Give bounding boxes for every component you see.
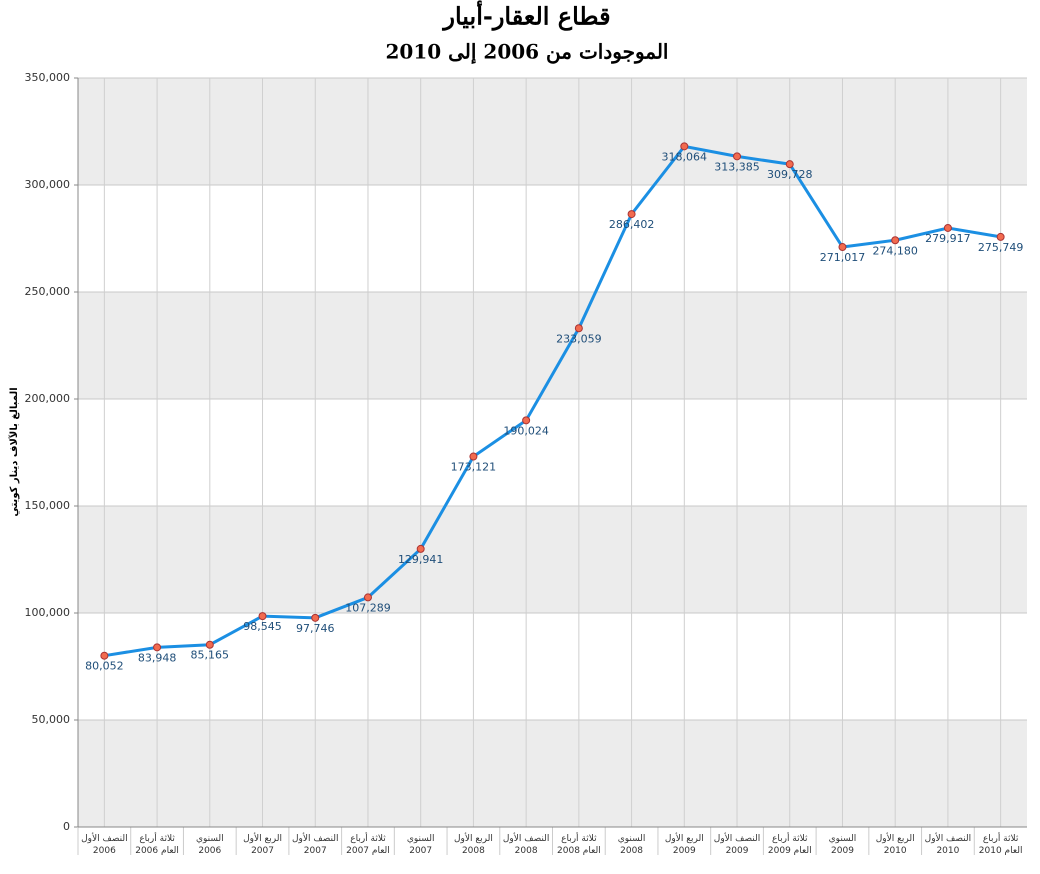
data-label: 279,917 <box>925 232 971 245</box>
data-point <box>100 651 109 660</box>
data-point <box>627 210 636 219</box>
y-tick-label: 0 <box>63 820 70 833</box>
chart-title: قطاع العقار-أبيار <box>441 0 610 32</box>
plot-band <box>78 720 1027 827</box>
y-axis-label: المبالغ بالآلاف دينار كويتي <box>8 387 20 516</box>
data-label: 85,165 <box>191 649 230 662</box>
x-tick-label: السنوي 2006 <box>195 834 224 856</box>
x-tick-label: النصف الأول 2010 <box>924 834 972 856</box>
plot-band <box>78 78 1027 185</box>
data-label: 275,749 <box>978 241 1024 254</box>
x-tick-label: ثلاثة أرباع العام 2010 <box>978 834 1023 856</box>
y-tick-label: 250,000 <box>25 285 71 298</box>
data-label: 98,545 <box>243 620 282 633</box>
data-label: 318,064 <box>662 150 708 163</box>
data-point <box>733 152 742 161</box>
x-tick-label: السنوي 2009 <box>828 834 857 856</box>
x-tick-label: الربع الأول 2008 <box>453 834 493 856</box>
x-tick-label: الربع الأول 2007 <box>243 834 282 856</box>
data-point <box>838 243 847 252</box>
data-point <box>469 452 478 461</box>
data-point <box>258 612 267 621</box>
plot-band <box>78 399 1027 506</box>
data-label: 83,948 <box>138 651 177 664</box>
data-point <box>522 416 531 425</box>
x-tick-label: النصف الأول 2009 <box>713 834 761 856</box>
data-point <box>416 544 425 553</box>
chart-subtitle: الموجودات من 2006 إلى 2010 <box>386 40 669 65</box>
data-label: 97,746 <box>296 622 335 635</box>
x-tick-label: الربع الأول 2010 <box>875 834 915 856</box>
y-tick-label: 100,000 <box>25 606 71 619</box>
x-tick-label: ثلاثة أرباع العام 2007 <box>346 834 390 856</box>
data-point <box>680 142 689 151</box>
data-point <box>153 643 162 652</box>
x-tick-label: السنوي 2008 <box>617 834 646 856</box>
plot-band <box>78 506 1027 613</box>
data-label: 271,017 <box>820 251 866 264</box>
x-tick-label: ثلاثة أرباع العام 2009 <box>767 834 812 856</box>
y-tick-label: 150,000 <box>25 499 71 512</box>
data-label: 233,059 <box>556 332 602 345</box>
data-label: 190,024 <box>503 424 549 437</box>
data-point <box>574 324 583 333</box>
data-label: 80,052 <box>85 660 124 673</box>
data-label: 129,941 <box>398 553 444 566</box>
plot-band <box>78 613 1027 720</box>
x-tick-label: ثلاثة أرباع العام 2006 <box>135 834 179 856</box>
plot-band <box>78 185 1027 292</box>
data-point <box>205 640 214 649</box>
data-label: 107,289 <box>345 601 391 614</box>
y-tick-label: 300,000 <box>25 178 71 191</box>
data-label: 313,385 <box>714 160 760 173</box>
x-tick-label: النصف الأول 2006 <box>81 834 128 856</box>
plot-band <box>78 292 1027 399</box>
x-tick-label: السنوي 2007 <box>406 834 435 856</box>
data-point <box>785 160 794 169</box>
y-tick-label: 50,000 <box>32 713 71 726</box>
data-point <box>363 593 372 602</box>
data-label: 309,728 <box>767 168 813 181</box>
x-tick-label: النصف الأول 2008 <box>502 834 550 856</box>
y-tick-label: 350,000 <box>25 71 71 84</box>
data-point <box>311 613 320 622</box>
x-tick-label: ثلاثة أرباع العام 2008 <box>557 834 601 856</box>
data-line <box>104 144 1001 658</box>
y-tick-label: 200,000 <box>25 392 71 405</box>
data-point <box>996 232 1005 241</box>
data-point <box>943 223 952 232</box>
data-label: 286,402 <box>609 218 655 231</box>
data-label: 274,180 <box>872 244 918 257</box>
x-tick-label: الربع الأول 2009 <box>664 834 704 856</box>
x-tick-label: النصف الأول 2007 <box>292 834 339 856</box>
data-point <box>891 236 900 245</box>
data-label: 173,121 <box>451 461 497 474</box>
